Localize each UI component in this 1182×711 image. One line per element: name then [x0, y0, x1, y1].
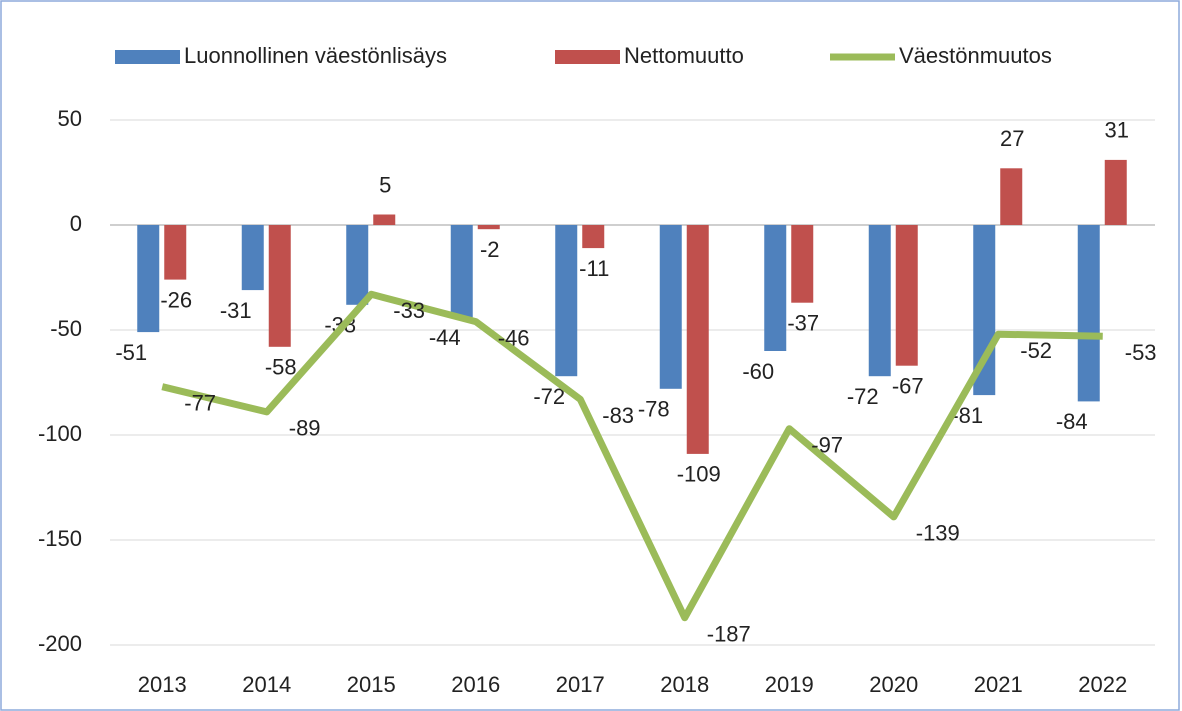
data-label: 27 — [1000, 126, 1024, 151]
x-tick-label: 2018 — [660, 672, 709, 697]
data-label: -84 — [1056, 409, 1088, 434]
bar — [555, 225, 578, 377]
data-label: -2 — [480, 237, 500, 262]
data-label: -139 — [916, 521, 960, 546]
data-label: -89 — [289, 416, 321, 441]
bar — [686, 225, 709, 454]
x-tick-label: 2016 — [451, 672, 500, 697]
data-label: 5 — [379, 172, 391, 197]
data-label: -187 — [707, 622, 751, 647]
data-label: -97 — [811, 433, 843, 458]
data-label: -83 — [602, 403, 634, 428]
bar — [450, 225, 473, 318]
data-label: -109 — [677, 462, 721, 487]
data-label: -37 — [787, 311, 819, 336]
x-tick-label: 2013 — [138, 672, 187, 697]
bar — [346, 225, 369, 305]
data-label: -78 — [638, 397, 670, 422]
data-label: -26 — [160, 287, 192, 312]
x-tick-label: 2021 — [974, 672, 1023, 697]
data-label: -46 — [498, 325, 530, 350]
bar — [373, 214, 396, 225]
bar — [659, 225, 682, 389]
bar — [241, 225, 264, 291]
data-label: -33 — [393, 298, 425, 323]
data-label: -72 — [847, 384, 879, 409]
data-label: 31 — [1105, 118, 1129, 143]
y-tick-label: -50 — [50, 316, 82, 341]
y-tick-label: -150 — [38, 526, 82, 551]
bar — [895, 225, 918, 366]
legend-label: Luonnollinen väestönlisäys — [184, 43, 447, 68]
legend-label: Väestönmuutos — [899, 43, 1052, 68]
bar — [164, 225, 187, 280]
x-tick-label: 2017 — [556, 672, 605, 697]
bar — [1000, 168, 1023, 225]
bar — [582, 225, 605, 249]
bar — [268, 225, 291, 347]
legend-label: Nettomuutto — [624, 43, 744, 68]
bar — [868, 225, 891, 377]
legend-swatch — [555, 50, 620, 64]
x-tick-label: 2020 — [869, 672, 918, 697]
x-tick-label: 2014 — [242, 672, 291, 697]
x-tick-label: 2015 — [347, 672, 396, 697]
bar — [764, 225, 787, 351]
data-label: -53 — [1125, 340, 1157, 365]
data-label: -77 — [184, 391, 216, 416]
bar — [791, 225, 814, 303]
data-label: -11 — [579, 256, 609, 281]
data-label: -31 — [220, 298, 252, 323]
bar — [477, 225, 500, 230]
data-label: -67 — [892, 374, 924, 399]
y-tick-label: 0 — [70, 211, 82, 236]
data-label: -58 — [265, 355, 297, 380]
bar — [137, 225, 160, 333]
data-label: -44 — [429, 325, 461, 350]
x-tick-label: 2022 — [1078, 672, 1127, 697]
data-label: -60 — [742, 359, 774, 384]
line — [161, 290, 1103, 622]
y-tick-label: 50 — [58, 106, 82, 131]
x-tick-label: 2019 — [765, 672, 814, 697]
bar — [1077, 225, 1100, 402]
y-tick-label: -100 — [38, 421, 82, 446]
legend-swatch — [115, 50, 180, 64]
bar — [1104, 159, 1127, 225]
data-label: -52 — [1020, 338, 1052, 363]
y-tick-label: -200 — [38, 631, 82, 656]
data-label: -51 — [115, 340, 147, 365]
